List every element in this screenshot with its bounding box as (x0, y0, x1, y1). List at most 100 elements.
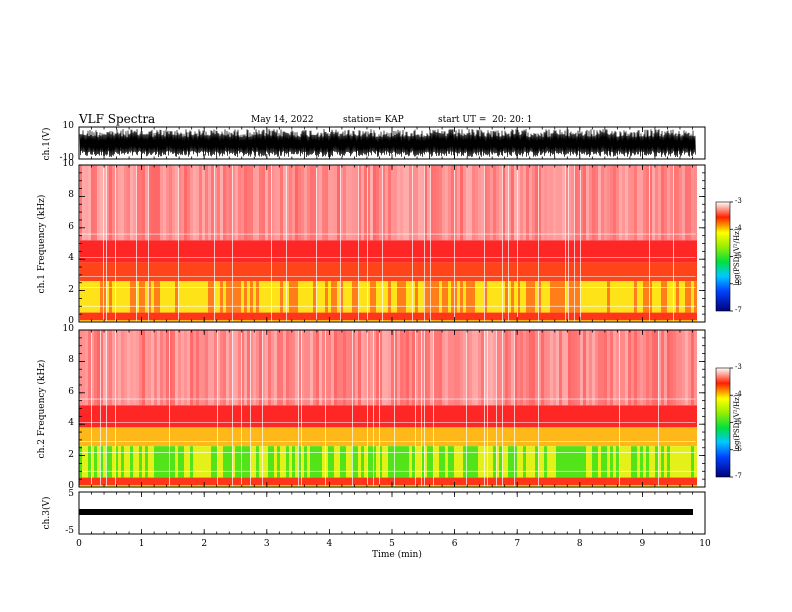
spectrogram-cell (232, 477, 235, 486)
spectrogram-cell (346, 281, 349, 313)
spectrogram-cell (337, 330, 340, 406)
spectrogram-cell (409, 281, 412, 313)
spectrogram-cell (256, 427, 259, 447)
spectrogram-cell (403, 427, 406, 447)
spectrogram-cell (382, 281, 385, 313)
spectrogram-cell (595, 427, 598, 447)
spectrogram-cell (139, 477, 142, 486)
spectrogram-cell (301, 446, 304, 478)
spectrogram-cell (421, 446, 424, 478)
spectrogram-cell (634, 262, 637, 282)
spectrogram-cell (319, 405, 322, 428)
spectrogram-cell (415, 312, 418, 321)
spectrogram-cell (523, 405, 526, 428)
spectrogram-cell (457, 330, 460, 406)
spectrogram-gap (454, 165, 455, 322)
spectrogram-cell (556, 262, 559, 282)
spectrogram-cell (616, 330, 619, 406)
spectrogram-cell (451, 312, 454, 321)
spectrogram-cell (619, 485, 622, 487)
spectrogram-cell (562, 320, 565, 322)
spectrogram-cell (205, 427, 208, 447)
spectrogram-cell (520, 427, 523, 447)
spectrogram-cell (238, 165, 241, 241)
spectrogram-cell (121, 330, 124, 406)
spectrogram-cell (553, 427, 556, 447)
spectrogram-cell (259, 320, 262, 322)
spectrogram-cell (631, 485, 634, 487)
ch1-waveform-panel (78, 126, 706, 160)
spectrogram-cell (427, 485, 430, 487)
spectrogram-cell (442, 330, 445, 406)
spectrogram-cell (82, 320, 85, 322)
spectrogram-cell (328, 405, 331, 428)
spectrogram-cell (211, 165, 214, 241)
spectrogram-cell (118, 320, 121, 322)
spectrogram-cell (355, 320, 358, 322)
spectrogram-cell (100, 446, 103, 478)
spectrogram-cell (592, 477, 595, 486)
spectrogram-cell (238, 485, 241, 487)
spectrogram-cell (454, 330, 457, 406)
spectrogram-cell (130, 262, 133, 282)
spectrogram-cell (607, 281, 610, 313)
spectrogram-cell (544, 240, 547, 263)
spectrogram-cell (646, 312, 649, 321)
spectrogram-cell (532, 427, 535, 447)
spectrogram-cell (649, 320, 652, 322)
spectrogram-cell (289, 165, 292, 241)
spectrogram-gap (178, 165, 179, 322)
spectrogram-cell (469, 405, 472, 428)
spectrogram-cell (571, 240, 574, 263)
spectrogram-gap (394, 330, 395, 487)
spectrogram-cell (400, 281, 403, 313)
spectrogram-cell (262, 330, 265, 406)
spectrogram-cell (145, 405, 148, 428)
y-tick-label: 6 (68, 221, 74, 232)
spectrogram-cell (616, 165, 619, 241)
spectrogram-cell (208, 405, 211, 428)
spectrogram-cell (286, 312, 289, 321)
spectrogram-cell (85, 405, 88, 428)
spectrogram-cell (634, 312, 637, 321)
spectrogram-cell (100, 240, 103, 263)
spectrogram-cell (382, 446, 385, 478)
spectrogram-cell (439, 262, 442, 282)
spectrogram-cell (139, 262, 142, 282)
spectrogram-cell (253, 405, 256, 428)
spectrogram-cell (550, 165, 553, 241)
spectrogram-cell (244, 312, 247, 321)
spectrogram-cell (283, 477, 286, 486)
spectrogram-cell (679, 485, 682, 487)
spectrogram-cell (319, 485, 322, 487)
spectrogram-cell (151, 281, 154, 313)
spectrogram-cell (676, 405, 679, 428)
spectrogram-cell (571, 330, 574, 406)
spectrogram-cell (217, 446, 220, 478)
spectrogram-cell (373, 405, 376, 428)
spectrogram-cell (523, 477, 526, 486)
spectrogram-cell (136, 320, 139, 322)
spectrogram-cell (97, 477, 100, 486)
spectrogram-cell (337, 165, 340, 241)
spectrogram-cell (100, 405, 103, 428)
spectrogram-cell (430, 312, 433, 321)
spectrogram-cell (673, 320, 676, 322)
spectrogram-cell (583, 240, 586, 263)
spectrogram-cell (166, 262, 169, 282)
spectrogram-cell (463, 281, 466, 313)
spectrogram-cell (406, 165, 409, 241)
spectrogram-cell (556, 405, 559, 428)
spectrogram-cell (268, 427, 271, 447)
spectrogram-cell (454, 446, 457, 478)
spectrogram-cell (184, 485, 187, 487)
spectrogram-cell (568, 165, 571, 241)
spectrogram-cell (214, 330, 217, 406)
spectrogram-cell (193, 330, 196, 406)
spectrogram-cell (154, 485, 157, 487)
spectrogram-cell (424, 330, 427, 406)
spectrogram-cell (595, 320, 598, 322)
spectrogram-cell (97, 262, 100, 282)
spectrogram-cell (481, 165, 484, 241)
spectrogram-cell (88, 427, 91, 447)
